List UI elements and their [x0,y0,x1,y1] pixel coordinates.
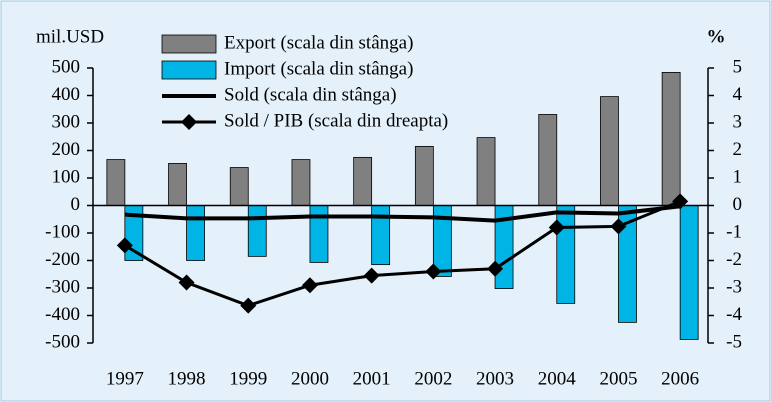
y-tick-label: 500 [52,56,81,77]
bar [186,205,205,261]
bar [476,137,496,206]
y-tick-label: 100 [52,166,81,187]
y2-tick-label: 1 [733,166,743,187]
x-tick-label: 2002 [414,368,452,389]
bar [538,114,558,206]
y2-tick-label: -4 [726,304,742,325]
x-tick-label: 1998 [168,368,206,389]
marker [548,219,565,236]
bar [353,156,373,206]
legend-swatch [161,34,217,54]
bar [371,205,391,266]
bar [106,159,126,206]
x-tick-label: 2006 [661,368,699,389]
bar [247,205,267,257]
x-tick-label: 2004 [538,368,577,389]
marker [178,274,195,291]
y2-tick-label: -1 [726,221,742,242]
bar [229,167,249,206]
legend-swatch [161,60,217,80]
bar [661,72,681,206]
y-tick-label: -400 [45,304,80,325]
y2-tick-label: 0 [733,194,743,215]
y-tick-label: -100 [45,221,80,242]
y-tick-label: 200 [52,139,81,160]
y2-tick-label: -5 [726,331,742,352]
x-tick-label: 1999 [229,368,267,389]
bar [679,205,699,340]
y-axis-label: mil.USD [36,26,104,47]
marker [425,263,442,280]
x-tick-label: 2005 [599,368,637,389]
marker [240,297,257,314]
y-tick-label: 300 [52,111,81,132]
y-tick-label: -500 [45,331,80,352]
x-tick-label: 1997 [106,368,144,389]
line [124,204,681,223]
marker [610,218,627,235]
y2-axis-label: % [707,26,726,47]
bar [414,145,434,206]
marker [301,277,318,294]
line [124,199,681,308]
y-tick-label: -200 [45,249,80,270]
y-tick-label: 400 [52,84,81,105]
legend-label: Export (scala din stânga) [224,32,413,53]
bar [309,205,329,263]
y2-tick-label: 3 [733,111,743,132]
y-tick-label: -300 [45,276,80,297]
y2-tick-label: -2 [726,249,742,270]
legend-label: Import (scala din stânga) [224,58,413,79]
y2-tick-label: -3 [726,276,742,297]
bar [291,159,311,206]
bar [168,163,187,206]
marker [116,237,133,254]
y2-tick-label: 2 [733,139,743,160]
marker [672,193,689,210]
x-tick-label: 2000 [291,368,329,389]
legend-marker [181,114,197,130]
x-tick-label: 2001 [353,368,391,389]
y2-tick-label: 5 [733,56,743,77]
y2-tick-label: 4 [733,84,743,105]
bar [600,96,619,206]
legend-label: Sold / PIB (scala din dreapta) [224,110,448,131]
marker [487,260,504,277]
bar [556,205,576,304]
marker [363,267,380,284]
legend-label: Sold (scala din stânga) [224,84,397,105]
y-tick-label: 0 [71,194,81,215]
x-tick-label: 2003 [476,368,514,389]
